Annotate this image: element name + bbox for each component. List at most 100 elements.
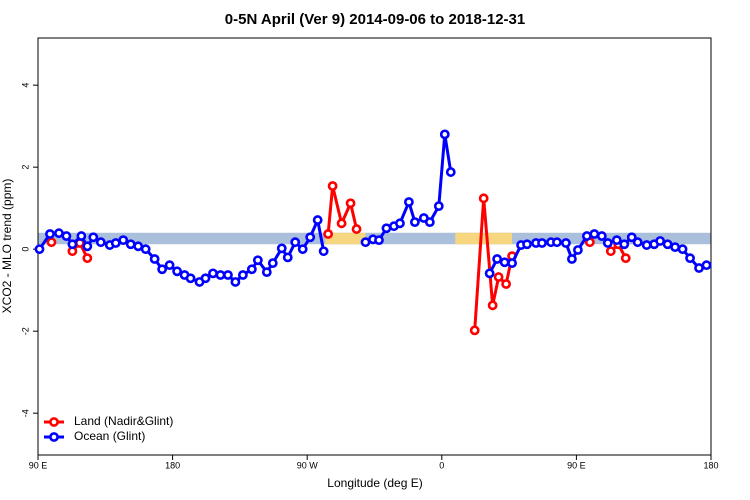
data-point	[605, 246, 616, 257]
data-point	[469, 325, 480, 336]
x-axis-label: Longitude (deg E)	[327, 476, 422, 490]
data-point	[493, 272, 504, 282]
data-point	[276, 243, 287, 254]
data-point	[567, 254, 577, 264]
data-point	[677, 244, 688, 255]
data-point	[54, 228, 64, 239]
data-point	[439, 129, 450, 140]
data-point	[611, 235, 622, 246]
legend-marker	[49, 432, 59, 442]
data-point	[589, 229, 600, 239]
data-point	[246, 264, 257, 275]
data-point	[360, 237, 371, 248]
data-point	[67, 239, 78, 250]
data-point	[61, 231, 72, 241]
data-point	[487, 300, 498, 311]
data-point	[596, 231, 607, 241]
chart-title: 0-5N April (Ver 9) 2014-09-06 to 2018-12…	[225, 11, 525, 28]
data-point	[478, 193, 489, 204]
x-tick-label: 180	[165, 460, 180, 470]
data-point	[561, 238, 571, 248]
data-point	[345, 198, 356, 209]
y-tick-label: 2	[20, 165, 30, 170]
data-point	[484, 268, 495, 279]
data-point	[82, 241, 93, 252]
data-point	[581, 231, 592, 241]
data-point	[619, 239, 630, 250]
data-point	[95, 237, 106, 248]
data-point	[45, 229, 55, 239]
data-point	[381, 223, 392, 234]
data-point	[82, 253, 93, 264]
data-point	[424, 217, 435, 228]
data-point	[125, 239, 136, 250]
data-point	[492, 254, 503, 264]
data-point	[445, 167, 456, 177]
legend-label: Ocean (Glint)	[74, 429, 145, 443]
data-point	[552, 237, 562, 248]
y-tick-label: -4	[20, 409, 30, 417]
legend-item: Ocean (Glint)	[44, 429, 145, 443]
x-tick-label: 90 W	[297, 460, 319, 470]
data-point	[670, 242, 681, 253]
data-point	[351, 224, 362, 234]
data-point	[215, 270, 226, 280]
data-point	[140, 244, 151, 255]
data-point	[223, 270, 233, 280]
y-tick-label: -2	[20, 327, 30, 335]
x-tick-label: 0	[439, 460, 444, 470]
x-tick-label: 90 E	[567, 460, 586, 470]
data-point	[318, 246, 329, 257]
data-point	[537, 238, 547, 248]
x-tick-label: 180	[703, 460, 718, 470]
data-point	[501, 279, 512, 289]
data-point	[433, 201, 444, 212]
y-tick-label: 0	[20, 247, 30, 252]
y-tick-label: 4	[20, 83, 30, 88]
data-point	[662, 239, 673, 250]
data-point	[261, 267, 272, 278]
data-point	[620, 253, 631, 264]
data-point	[230, 277, 241, 287]
legend-label: Land (Nadir&Glint)	[74, 414, 173, 428]
data-point	[76, 231, 87, 241]
x-tick-label: 90 E	[29, 460, 48, 470]
data-point	[185, 273, 196, 284]
data-point	[572, 245, 583, 255]
data-point	[172, 266, 182, 277]
data-point	[641, 240, 652, 250]
data-point	[46, 237, 57, 248]
data-point	[237, 270, 248, 280]
data-point	[133, 241, 144, 252]
data-point	[499, 257, 510, 268]
data-point	[655, 236, 666, 246]
data-point	[685, 253, 695, 264]
data-point	[290, 237, 301, 248]
legend-item: Land (Nadir&Glint)	[44, 414, 173, 428]
data-point	[327, 181, 338, 191]
data-point	[694, 263, 704, 273]
data-point	[507, 258, 517, 269]
data-point	[602, 238, 613, 248]
y-axis-label: XCO2 - MLO trend (ppm)	[0, 179, 14, 314]
data-point	[701, 260, 712, 271]
data-point	[282, 252, 293, 263]
data-point	[157, 264, 168, 275]
data-point	[403, 197, 414, 207]
data-point	[149, 254, 160, 264]
series-line	[38, 134, 708, 285]
data-point	[252, 255, 263, 266]
data-point	[267, 258, 278, 269]
reference-band	[455, 232, 513, 245]
data-point	[200, 273, 211, 284]
data-point	[323, 229, 334, 239]
data-point	[110, 238, 121, 248]
data-point	[208, 268, 218, 279]
data-point	[34, 244, 45, 255]
data-point	[374, 235, 384, 246]
data-point	[632, 237, 643, 248]
data-point	[297, 244, 308, 255]
data-point	[336, 218, 347, 229]
data-point	[164, 260, 175, 271]
